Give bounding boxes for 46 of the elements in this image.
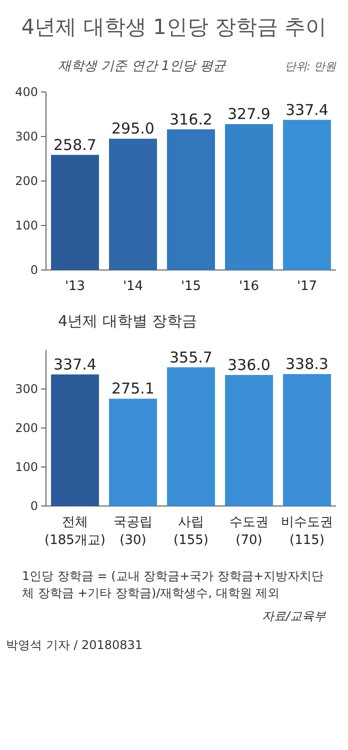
data-label: 327.9	[228, 105, 270, 124]
x-tick-label: '14	[122, 279, 144, 294]
bar	[225, 124, 273, 270]
chart-title: 4년제 대학생 1인당 장학금 추이	[21, 15, 327, 39]
y-tick-label: 400	[15, 85, 38, 99]
text: 자료/교육부	[260, 608, 327, 625]
data-label: 316.2	[170, 110, 212, 128]
chart-subtitle: 재학생 기준 연간 1인당 평균	[58, 59, 227, 74]
text: 1인당 장학금 = (교내 장학금+국가 장학금+지방자치단체 장학금 +기타 장학금)/재학생수, 대학원 제외	[21, 568, 325, 602]
bar	[225, 374, 273, 506]
x-tick-label: 사립 (155)	[174, 515, 208, 548]
data-label: 337.4	[54, 355, 96, 374]
bar	[51, 374, 99, 506]
y-tick-label: 0	[30, 263, 38, 277]
bar	[283, 120, 331, 270]
bar	[167, 367, 215, 506]
data-label: 355.7	[170, 348, 212, 366]
data-label: 275.1	[112, 380, 154, 398]
x-tick-label: 전체 (185개교)	[44, 515, 106, 548]
data-label: 295.0	[112, 120, 154, 138]
y-tick-label: 200	[15, 174, 38, 188]
y-tick-label: 100	[15, 460, 38, 474]
x-tick-label: 수도권 (70)	[230, 515, 268, 548]
y-tick-label: 300	[15, 130, 38, 144]
chart-title: 4년제 대학별 장학금	[58, 312, 198, 330]
data-label: 336.0	[228, 356, 270, 374]
text: 박영석 기자 / 20180831	[5, 637, 144, 654]
data-label: 337.4	[286, 100, 328, 119]
x-tick-label: 비수도권 (115)	[281, 515, 333, 548]
x-tick-label: '17	[296, 279, 318, 294]
bar	[283, 374, 331, 506]
y-tick-label: 200	[15, 421, 38, 435]
x-tick-label: '16	[238, 279, 260, 294]
bar	[167, 129, 215, 270]
data-label: 258.7	[54, 136, 96, 154]
y-tick-label: 300	[15, 382, 38, 396]
y-tick-label: 100	[15, 218, 38, 232]
x-tick-label: '13	[64, 279, 86, 294]
data-label: 338.3	[286, 355, 328, 374]
bar	[109, 398, 157, 506]
text: 단위: 만원	[284, 60, 337, 73]
y-tick-label: 0	[30, 499, 38, 513]
x-tick-label: '15	[180, 279, 202, 294]
x-tick-label: 국공립 (30)	[114, 515, 152, 548]
bar	[51, 154, 99, 270]
bar	[109, 138, 157, 270]
